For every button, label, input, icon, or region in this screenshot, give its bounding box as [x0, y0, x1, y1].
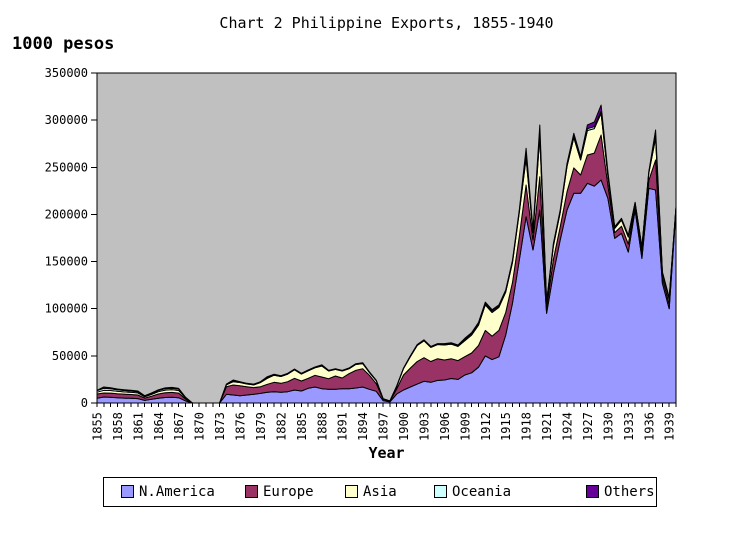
- x-tick-label: 1858: [111, 412, 125, 441]
- x-tick-label: 1897: [377, 412, 391, 441]
- x-tick-label: 1861: [131, 412, 145, 441]
- y-tick-label: 200000: [45, 207, 88, 221]
- x-tick-label: 1924: [561, 412, 575, 441]
- x-tick-label: 1933: [622, 412, 636, 441]
- x-tick-label: 1906: [438, 412, 452, 441]
- legend-label: N.America: [139, 484, 215, 500]
- legend-swatch-icon: [434, 485, 447, 498]
- x-axis-title: Year: [368, 444, 405, 462]
- x-tick-label: 1855: [91, 412, 105, 441]
- x-tick-label: 1870: [193, 412, 207, 441]
- x-tick-label: 1915: [499, 412, 513, 441]
- x-tick-label: 1867: [172, 412, 186, 441]
- y-axis-unit-label: 1000 pesos: [12, 34, 115, 54]
- x-tick-label: 1939: [663, 412, 677, 441]
- x-tick-label: 1912: [479, 412, 493, 441]
- x-tick-label: 1888: [315, 412, 329, 441]
- x-tick-label: 1894: [356, 412, 370, 441]
- legend-label: Oceania: [452, 484, 512, 500]
- legend-swatch-icon: [586, 485, 599, 498]
- x-tick-label: 1891: [336, 412, 350, 441]
- x-tick-label: 1903: [417, 412, 431, 441]
- y-tick-label: 100000: [45, 302, 88, 316]
- x-tick-label: 1873: [213, 412, 227, 441]
- x-tick-label: 1909: [458, 412, 472, 441]
- y-tick-label: 350000: [45, 66, 88, 80]
- x-tick-label: 1882: [274, 412, 288, 441]
- chart-title: Chart 2 Philippine Exports, 1855-1940: [219, 14, 554, 32]
- legend-swatch-icon: [245, 485, 258, 498]
- legend-swatch-icon: [345, 485, 358, 498]
- legend-label: Europe: [263, 484, 314, 500]
- x-tick-label: 1885: [295, 412, 309, 441]
- legend: N.America Europe Asia Oceania Others: [103, 477, 657, 507]
- x-tick-label: 1876: [234, 412, 248, 441]
- x-tick-label: 1879: [254, 412, 268, 441]
- y-tick-label: 150000: [45, 255, 88, 269]
- x-tick-label: 1918: [520, 412, 534, 441]
- y-tick-label: 50000: [52, 349, 88, 363]
- y-tick-label: 250000: [45, 160, 88, 174]
- y-tick-label: 300000: [45, 113, 88, 127]
- x-tick-label: 1921: [540, 412, 554, 441]
- legend-label: Asia: [363, 484, 397, 500]
- series-area-Others: [96, 104, 677, 404]
- legend-label: Others: [604, 484, 655, 500]
- x-tick-label: 1864: [152, 412, 166, 441]
- x-tick-label: 1930: [601, 412, 615, 441]
- legend-swatch-icon: [121, 485, 134, 498]
- x-tick-label: 1927: [581, 412, 595, 441]
- x-tick-label: 1900: [397, 412, 411, 441]
- y-tick-label: 0: [81, 396, 88, 410]
- x-tick-label: 1936: [642, 412, 656, 441]
